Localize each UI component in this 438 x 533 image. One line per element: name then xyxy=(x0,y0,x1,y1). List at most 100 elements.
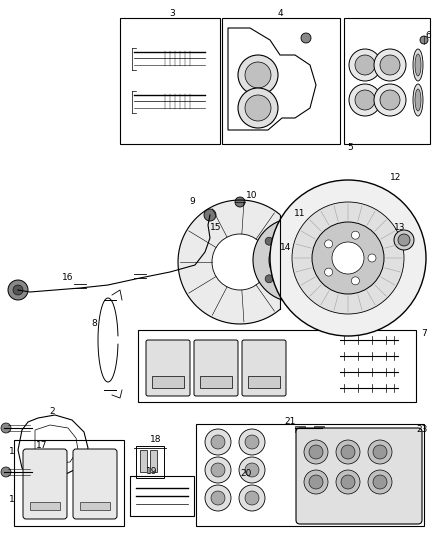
Text: 6: 6 xyxy=(425,31,431,41)
Text: 13: 13 xyxy=(394,223,406,232)
Bar xyxy=(138,330,416,402)
Circle shape xyxy=(212,234,268,290)
Circle shape xyxy=(420,36,428,44)
Bar xyxy=(130,476,194,516)
Circle shape xyxy=(245,463,259,477)
Circle shape xyxy=(355,55,375,75)
Circle shape xyxy=(325,268,332,276)
Text: 2: 2 xyxy=(49,408,55,416)
Text: 21: 21 xyxy=(284,417,296,426)
Bar xyxy=(248,376,280,388)
Circle shape xyxy=(204,209,216,221)
Circle shape xyxy=(239,429,265,455)
Circle shape xyxy=(238,55,278,95)
Text: 23: 23 xyxy=(416,425,427,434)
Circle shape xyxy=(368,254,376,262)
Ellipse shape xyxy=(413,84,423,116)
Circle shape xyxy=(211,491,225,505)
Bar xyxy=(120,18,220,144)
Circle shape xyxy=(245,62,271,88)
Circle shape xyxy=(349,49,381,81)
Circle shape xyxy=(325,240,332,248)
Circle shape xyxy=(355,90,375,110)
Bar xyxy=(344,18,430,144)
Circle shape xyxy=(270,180,426,336)
Circle shape xyxy=(265,275,273,283)
Text: 11: 11 xyxy=(294,209,306,219)
Circle shape xyxy=(301,286,309,294)
Circle shape xyxy=(323,256,331,264)
FancyBboxPatch shape xyxy=(242,340,286,396)
Circle shape xyxy=(235,197,245,207)
Circle shape xyxy=(304,440,328,464)
Circle shape xyxy=(309,445,323,459)
Text: 20: 20 xyxy=(240,470,252,479)
Text: 1: 1 xyxy=(9,496,15,505)
Circle shape xyxy=(301,33,311,43)
Text: 14: 14 xyxy=(280,244,292,253)
Circle shape xyxy=(211,463,225,477)
Circle shape xyxy=(245,491,259,505)
Circle shape xyxy=(281,246,309,274)
Bar xyxy=(140,450,147,472)
Circle shape xyxy=(239,457,265,483)
Circle shape xyxy=(253,218,337,302)
Circle shape xyxy=(239,485,265,511)
FancyBboxPatch shape xyxy=(296,428,422,524)
Text: 1: 1 xyxy=(9,448,15,456)
Bar xyxy=(136,446,164,478)
Circle shape xyxy=(373,475,387,489)
Circle shape xyxy=(380,90,400,110)
Bar xyxy=(30,502,60,510)
Circle shape xyxy=(351,231,360,239)
Circle shape xyxy=(265,237,273,245)
Bar xyxy=(150,450,157,472)
Circle shape xyxy=(373,445,387,459)
Text: 16: 16 xyxy=(62,273,74,282)
Circle shape xyxy=(238,88,278,128)
Circle shape xyxy=(380,55,400,75)
Bar xyxy=(295,426,305,432)
Circle shape xyxy=(205,429,231,455)
Circle shape xyxy=(8,280,28,300)
Bar xyxy=(314,426,324,432)
Circle shape xyxy=(269,234,321,286)
Circle shape xyxy=(211,435,225,449)
Circle shape xyxy=(336,440,360,464)
Circle shape xyxy=(309,475,323,489)
Circle shape xyxy=(13,285,23,295)
Circle shape xyxy=(245,435,259,449)
Bar xyxy=(196,424,424,526)
Circle shape xyxy=(312,222,384,294)
Circle shape xyxy=(374,49,406,81)
Bar xyxy=(222,18,340,144)
Circle shape xyxy=(301,225,309,233)
FancyBboxPatch shape xyxy=(194,340,238,396)
Text: 9: 9 xyxy=(189,198,195,206)
Polygon shape xyxy=(178,200,280,324)
Circle shape xyxy=(368,440,392,464)
FancyBboxPatch shape xyxy=(146,340,190,396)
Circle shape xyxy=(1,467,11,477)
Bar xyxy=(200,376,232,388)
Ellipse shape xyxy=(415,54,421,76)
Circle shape xyxy=(332,242,364,274)
Text: 15: 15 xyxy=(210,223,222,232)
Circle shape xyxy=(351,277,360,285)
Circle shape xyxy=(289,254,301,266)
Circle shape xyxy=(245,95,271,121)
Text: 3: 3 xyxy=(169,10,175,19)
Circle shape xyxy=(394,230,414,250)
Circle shape xyxy=(336,470,360,494)
Text: 19: 19 xyxy=(146,467,158,477)
Circle shape xyxy=(341,445,355,459)
Circle shape xyxy=(349,84,381,116)
Text: 7: 7 xyxy=(421,329,427,338)
Bar xyxy=(80,502,110,510)
Circle shape xyxy=(398,234,410,246)
Bar xyxy=(14,440,124,526)
Circle shape xyxy=(368,470,392,494)
Circle shape xyxy=(205,457,231,483)
FancyBboxPatch shape xyxy=(73,449,117,519)
Text: 18: 18 xyxy=(150,435,162,445)
